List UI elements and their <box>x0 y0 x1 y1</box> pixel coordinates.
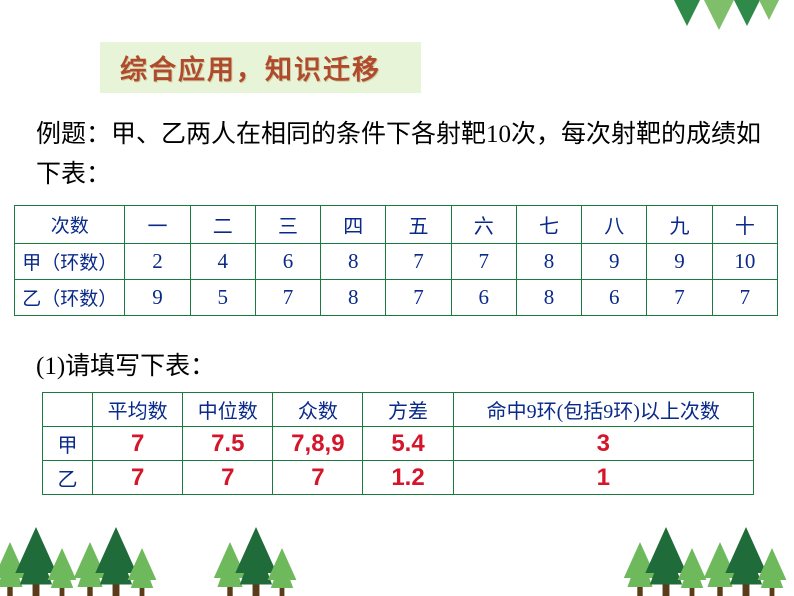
answer-cell: 7,8,9 <box>273 427 363 461</box>
score-cell: 6 <box>451 280 516 316</box>
table-row: 乙7771.21 <box>43 461 754 495</box>
table-corner: 次数 <box>15 206 125 244</box>
answer-cell: 7 <box>273 461 363 495</box>
table-row: 甲77.57,8,95.43 <box>43 427 754 461</box>
score-cell: 9 <box>582 244 647 280</box>
subquestion-1: (1)请填写下表： <box>36 346 794 382</box>
score-cell: 7 <box>451 244 516 280</box>
score-cell: 8 <box>516 244 581 280</box>
section-heading: 综合应用，知识迁移 <box>120 48 381 87</box>
column-header: 四 <box>321 206 386 244</box>
column-header: 中位数 <box>183 393 273 427</box>
triangle-icon <box>758 0 780 20</box>
score-cell: 10 <box>712 244 777 280</box>
answer-cell: 1 <box>453 461 753 495</box>
column-header: 九 <box>647 206 712 244</box>
column-header: 八 <box>582 206 647 244</box>
column-header: 二 <box>190 206 255 244</box>
answer-cell: 5.4 <box>363 427 453 461</box>
column-header: 五 <box>386 206 451 244</box>
column-header: 十 <box>712 206 777 244</box>
column-header: 众数 <box>273 393 363 427</box>
score-cell: 5 <box>190 280 255 316</box>
row-label: 甲 <box>43 427 93 461</box>
column-header: 平均数 <box>93 393 183 427</box>
column-header: 三 <box>255 206 320 244</box>
column-header: 六 <box>451 206 516 244</box>
score-cell: 9 <box>647 244 712 280</box>
score-cell: 8 <box>321 280 386 316</box>
score-cell: 7 <box>712 280 777 316</box>
table-row: 乙（环数）9578768677 <box>15 280 778 316</box>
score-cell: 6 <box>255 244 320 280</box>
score-cell: 7 <box>647 280 712 316</box>
scores-table: 次数一二三四五六七八九十甲（环数）24687789910乙（环数）9578768… <box>14 205 778 316</box>
problem-text: 甲、乙两人在相同的条件下各射靶10次，每次射靶的成绩如下表： <box>36 121 761 188</box>
trees-decoration <box>0 516 794 596</box>
score-cell: 4 <box>190 244 255 280</box>
answer-cell: 1.2 <box>363 461 453 495</box>
answer-cell: 7 <box>183 461 273 495</box>
table-row: 甲（环数）24687789910 <box>15 244 778 280</box>
table-corner <box>43 393 93 427</box>
score-cell: 7 <box>386 280 451 316</box>
answer-cell: 7.5 <box>183 427 273 461</box>
score-cell: 7 <box>386 244 451 280</box>
column-header: 七 <box>516 206 581 244</box>
problem-prefix: 例题： <box>36 121 111 148</box>
triangle-icon <box>702 0 736 30</box>
score-cell: 8 <box>321 244 386 280</box>
column-header: 命中9环(包括9环)以上次数 <box>453 393 753 427</box>
column-header: 一 <box>125 206 190 244</box>
score-cell: 2 <box>125 244 190 280</box>
row-label: 甲（环数） <box>15 244 125 280</box>
score-cell: 6 <box>582 280 647 316</box>
score-cell: 7 <box>255 280 320 316</box>
problem-statement: 例题：甲、乙两人在相同的条件下各射靶10次，每次射靶的成绩如下表： <box>36 115 776 195</box>
row-label: 乙（环数） <box>15 280 125 316</box>
answer-cell: 7 <box>93 461 183 495</box>
triangle-icon <box>734 0 760 26</box>
column-header: 方差 <box>363 393 453 427</box>
score-cell: 8 <box>516 280 581 316</box>
triangle-icon <box>674 0 700 26</box>
answer-cell: 3 <box>453 427 753 461</box>
corner-decoration <box>674 0 794 60</box>
row-label: 乙 <box>43 461 93 495</box>
answer-cell: 7 <box>93 427 183 461</box>
score-cell: 9 <box>125 280 190 316</box>
stats-table: 平均数中位数众数方差命中9环(包括9环)以上次数甲77.57,8,95.43乙7… <box>42 392 754 495</box>
section-heading-wrap: 综合应用，知识迁移 <box>100 42 421 93</box>
